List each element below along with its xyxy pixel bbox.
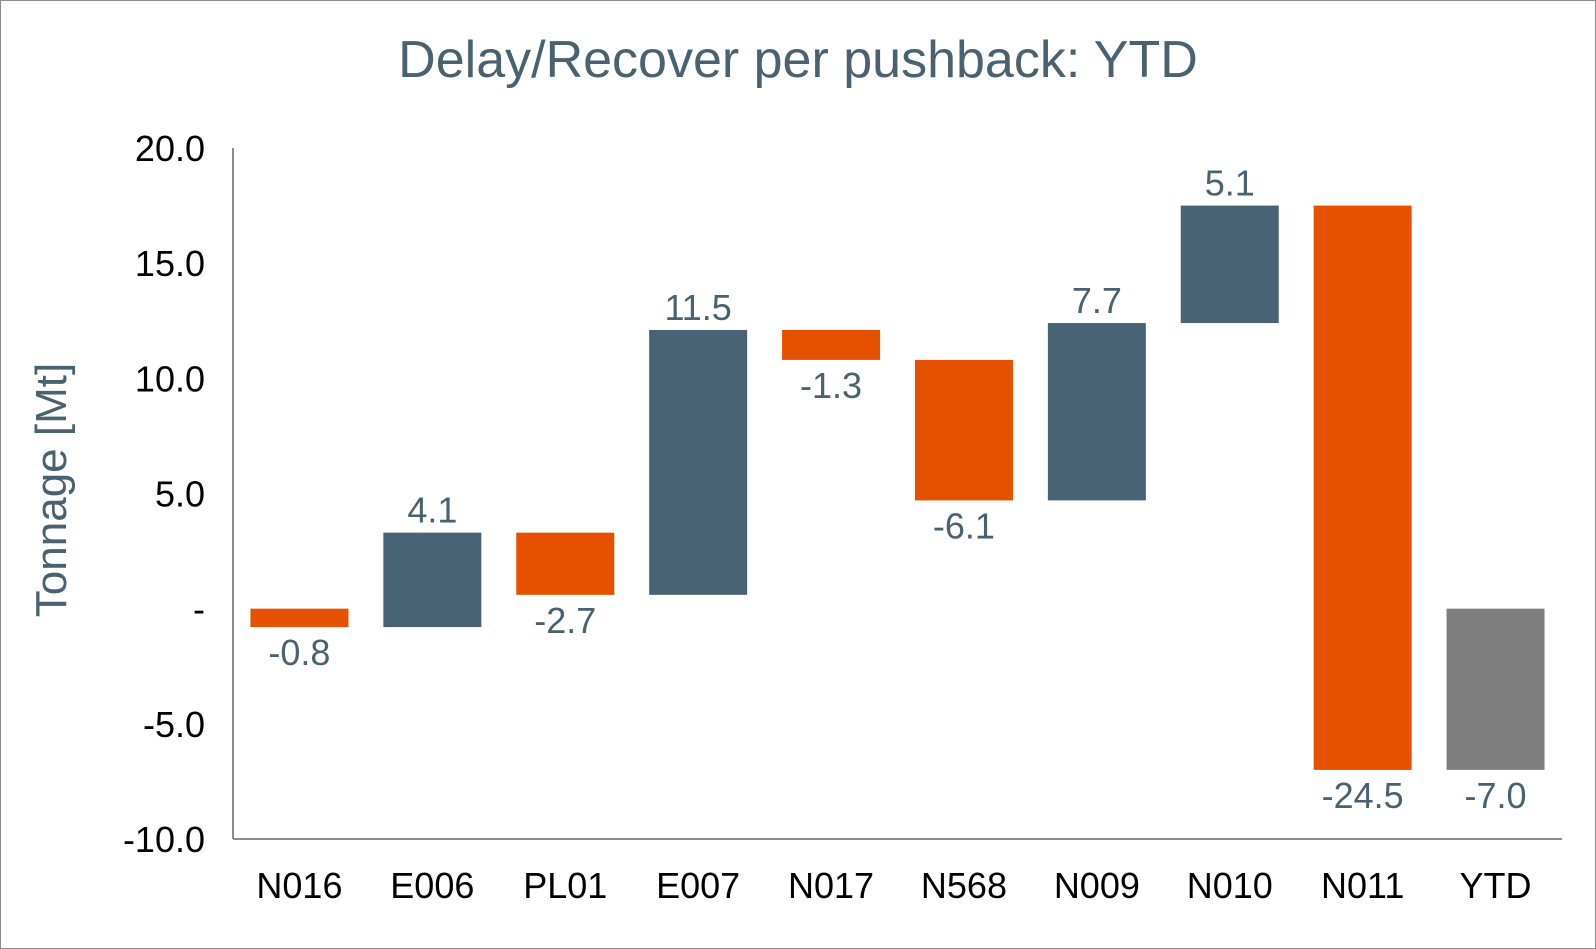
y-tick-label: 20.0 (135, 128, 205, 169)
data-label: -0.8 (268, 632, 330, 673)
chart-title: Delay/Recover per pushback: YTD (398, 31, 1198, 89)
y-tick-label: -10.0 (123, 819, 205, 860)
y-tick-label: -5.0 (143, 704, 205, 745)
data-label: 11.5 (664, 287, 731, 328)
data-label: 5.1 (1205, 163, 1255, 204)
bar-e006 (383, 532, 482, 628)
x-tick-label: PL01 (523, 865, 607, 906)
data-label: -7.0 (1465, 775, 1527, 816)
data-label: -6.1 (933, 505, 995, 546)
data-label: -2.7 (534, 600, 596, 641)
data-label: -1.3 (800, 365, 862, 406)
x-tick-label: E007 (656, 865, 740, 906)
data-label: -24.5 (1322, 775, 1404, 816)
x-tick-label: N010 (1187, 865, 1273, 906)
bar-ytd (1446, 608, 1545, 770)
x-tick-label: N017 (788, 865, 874, 906)
x-tick-label: N011 (1321, 865, 1404, 906)
x-tick-label: N016 (256, 865, 342, 906)
y-tick-label: 10.0 (135, 358, 205, 399)
data-label: 4.1 (407, 490, 457, 531)
y-tick-label: 15.0 (135, 243, 205, 284)
x-tick-label: N568 (921, 865, 1007, 906)
bar-n009 (1047, 323, 1146, 501)
bar-n010 (1180, 205, 1279, 324)
y-tick-label: 5.0 (155, 474, 205, 515)
bar-pl01 (516, 532, 615, 595)
x-tick-label: YTD (1460, 865, 1532, 906)
bar-n568 (914, 359, 1013, 501)
bar-e007 (649, 329, 748, 595)
x-tick-label: N009 (1054, 865, 1140, 906)
data-label: 7.7 (1072, 280, 1122, 321)
bar-n011 (1313, 205, 1412, 770)
x-tick-label: E006 (390, 865, 474, 906)
bar-n016 (250, 608, 349, 628)
bar-n017 (782, 329, 881, 360)
y-tick-label: - (193, 589, 205, 630)
